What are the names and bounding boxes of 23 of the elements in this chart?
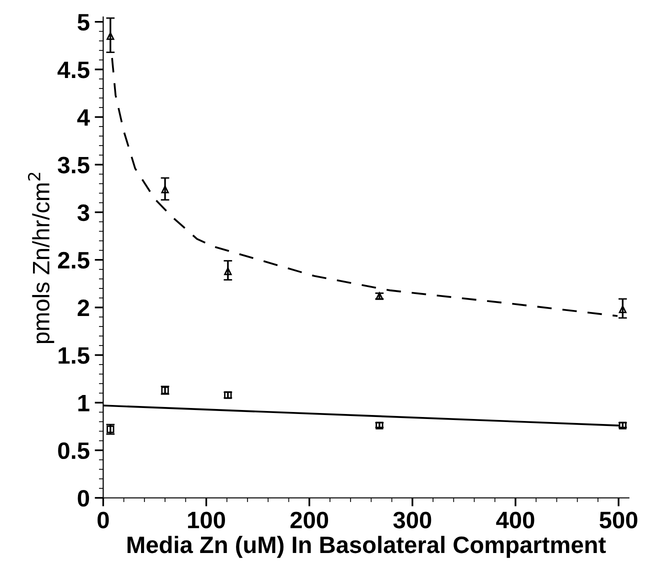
y-tick-label: 4	[77, 109, 90, 126]
x-tick-label: 200	[290, 512, 328, 528]
y-tick-label: 1.5	[58, 347, 90, 364]
x-axis-title: Media Zn (uM) In Basolateral Compartment	[128, 536, 606, 558]
y-tick-label: 1	[78, 394, 90, 412]
x-tick-label: 500	[600, 512, 638, 528]
point	[224, 267, 232, 276]
point	[161, 186, 169, 194]
y-tick-label: 3.5	[58, 156, 90, 174]
x-tick-label: 300	[393, 512, 432, 528]
point	[106, 32, 114, 40]
x-tick-label: 100	[188, 512, 226, 528]
y-tick-label: 0	[78, 490, 90, 507]
x-tick-label: 400	[496, 512, 534, 528]
y-tick-label: 4.5	[58, 62, 90, 78]
point	[618, 306, 627, 314]
y-tick-label: 2.5	[58, 252, 90, 269]
y-tick-label: 2	[78, 300, 90, 316]
y-tick-label: 0.5	[58, 442, 90, 460]
y-tick-label: 3	[77, 204, 90, 222]
y-axis-title: pmols Zn/hr/cm$^{2}$	[28, 172, 54, 344]
y-tick-label: 5	[78, 14, 90, 31]
x-tick-label: 0	[98, 512, 109, 528]
